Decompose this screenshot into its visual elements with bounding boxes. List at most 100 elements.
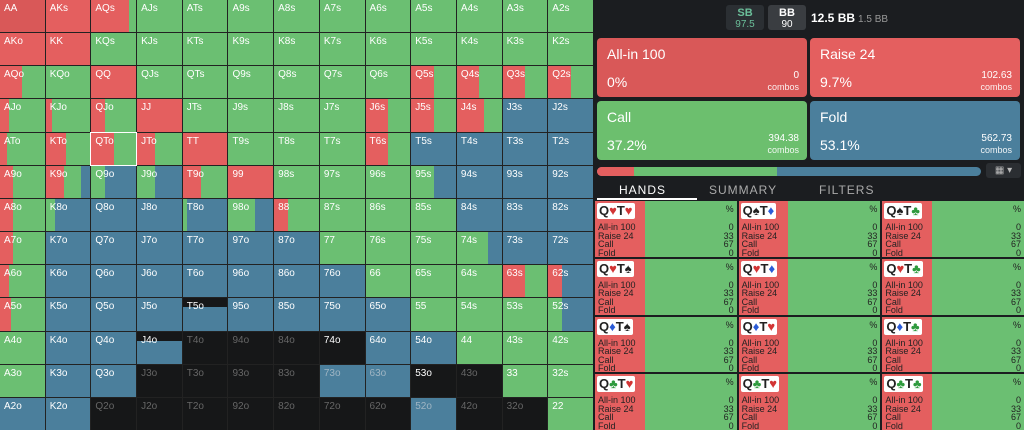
range-cell-73s[interactable]: 73s (502, 232, 548, 265)
range-cell-65o[interactable]: 65o (365, 298, 411, 331)
range-cell-92s[interactable]: 92s (548, 165, 593, 198)
range-cell-92o[interactable]: 92o (228, 397, 274, 430)
range-cell-k4o[interactable]: K4o (45, 331, 91, 364)
range-cell-j4s[interactable]: J4s (456, 99, 502, 132)
range-cell-j6s[interactable]: J6s (365, 99, 411, 132)
range-cell-a6s[interactable]: A6s (365, 0, 411, 33)
range-cell-q4s[interactable]: Q4s (456, 66, 502, 99)
range-cell-95s[interactable]: 95s (411, 165, 456, 198)
range-cell-t8s[interactable]: T8s (274, 132, 319, 165)
range-cell-93s[interactable]: 93s (502, 165, 548, 198)
hand-combo-cell[interactable]: Q♠T♦% All-in 100 0 Raise 24 33 Call 67 Fold 0 (738, 201, 881, 257)
range-cell-t4s[interactable]: T4s (456, 132, 502, 165)
hand-combo-cell[interactable]: Q♥T♦% All-in 100 0 Raise 24 33 Call 67 Fold 0 (738, 258, 881, 315)
range-cell-aqo[interactable]: AQo (0, 66, 45, 99)
range-cell-85o[interactable]: 85o (274, 298, 319, 331)
range-cell-k6s[interactable]: K6s (365, 33, 411, 66)
position-sb[interactable]: SB 97.5 (726, 5, 764, 30)
range-cell-63o[interactable]: 63o (365, 364, 411, 397)
range-cell-86s[interactable]: 86s (365, 198, 411, 232)
hand-combo-cell[interactable]: Q♣T♥% All-in 100 0 Raise 24 33 Call 67 Fold 0 (595, 374, 737, 430)
range-cell-93o[interactable]: 93o (228, 364, 274, 397)
range-cell-j8o[interactable]: J8o (137, 198, 182, 232)
range-cell-q7o[interactable]: Q7o (91, 232, 137, 265)
range-cell-k3s[interactable]: K3s (502, 33, 548, 66)
range-cell-73o[interactable]: 73o (319, 364, 365, 397)
range-cell-k7o[interactable]: K7o (45, 232, 91, 265)
position-bb[interactable]: BB 90 (768, 5, 806, 30)
range-cell-43o[interactable]: 43o (456, 364, 502, 397)
range-cell-96o[interactable]: 96o (228, 265, 274, 298)
range-cell-aa[interactable]: AA (0, 0, 45, 33)
tab-hands[interactable]: HANDS (619, 183, 667, 197)
range-cell-k2o[interactable]: K2o (45, 397, 91, 430)
range-cell-99[interactable]: 99 (228, 165, 274, 198)
hand-combo-cell[interactable]: Q♦T♣% All-in 100 0 Raise 24 33 Call 67 Fold 0 (882, 316, 1024, 373)
range-cell-j8s[interactable]: J8s (274, 99, 319, 132)
hand-combo-cell[interactable]: Q♣T♥% All-in 100 0 Raise 24 33 Call 67 Fold 0 (738, 374, 881, 430)
range-cell-82s[interactable]: 82s (548, 198, 593, 232)
range-cell-97s[interactable]: 97s (319, 165, 365, 198)
range-cell-55[interactable]: 55 (411, 298, 456, 331)
range-cell-95o[interactable]: 95o (228, 298, 274, 331)
range-cell-87s[interactable]: 87s (319, 198, 365, 232)
range-cell-32o[interactable]: 32o (502, 397, 548, 430)
range-cell-a6o[interactable]: A6o (0, 265, 45, 298)
range-cell-52s[interactable]: 52s (548, 298, 593, 331)
range-cell-85s[interactable]: 85s (411, 198, 456, 232)
range-cell-q7s[interactable]: Q7s (319, 66, 365, 99)
range-cell-98s[interactable]: 98s (274, 165, 319, 198)
range-cell-qto[interactable]: QTo (90, 131, 138, 166)
range-cell-32s[interactable]: 32s (548, 364, 593, 397)
action-allin-button[interactable]: All-in 100 0% 0 combos (597, 38, 807, 97)
range-cell-t7o[interactable]: T7o (182, 232, 228, 265)
range-cell-k5s[interactable]: K5s (411, 33, 456, 66)
range-cell-97o[interactable]: 97o (228, 232, 274, 265)
range-cell-t9s[interactable]: T9s (228, 132, 274, 165)
range-cell-j2o[interactable]: J2o (137, 397, 182, 430)
range-cell-k9s[interactable]: K9s (228, 33, 274, 66)
range-cell-jts[interactable]: JTs (182, 99, 228, 132)
range-cell-65s[interactable]: 65s (411, 265, 456, 298)
range-cell-j6o[interactable]: J6o (137, 265, 182, 298)
range-cell-a3o[interactable]: A3o (0, 364, 45, 397)
range-cell-a7s[interactable]: A7s (319, 0, 365, 33)
range-cell-jto[interactable]: JTo (137, 132, 182, 165)
hand-combo-cell[interactable]: Q♥T♥% All-in 100 0 Raise 24 33 Call 67 Fold 0 (595, 201, 737, 257)
range-cell-a2s[interactable]: A2s (548, 0, 593, 33)
range-cell-52o[interactable]: 52o (411, 397, 456, 430)
range-cell-t2o[interactable]: T2o (182, 397, 228, 430)
range-cell-j7s[interactable]: J7s (319, 99, 365, 132)
range-cell-q8s[interactable]: Q8s (274, 66, 319, 99)
range-cell-75s[interactable]: 75s (411, 232, 456, 265)
range-cell-kto[interactable]: KTo (45, 132, 91, 165)
hand-combo-cell[interactable]: Q♦T♥% All-in 100 0 Raise 24 33 Call 67 Fold 0 (738, 316, 881, 373)
range-cell-q2o[interactable]: Q2o (91, 397, 137, 430)
range-cell-ajo[interactable]: AJo (0, 99, 45, 132)
range-cell-j5s[interactable]: J5s (411, 99, 456, 132)
range-cell-a3s[interactable]: A3s (502, 0, 548, 33)
range-cell-62s[interactable]: 62s (548, 265, 593, 298)
range-cell-88[interactable]: 88 (274, 198, 319, 232)
action-call-button[interactable]: Call 37.2% 394.38 combos (597, 101, 807, 160)
range-cell-t3o[interactable]: T3o (182, 364, 228, 397)
range-cell-q3s[interactable]: Q3s (502, 66, 548, 99)
range-cell-64s[interactable]: 64s (456, 265, 502, 298)
hand-combo-cell[interactable]: Q♠T♣% All-in 100 0 Raise 24 33 Call 67 Fold 0 (882, 201, 1024, 257)
range-cell-54o[interactable]: 54o (411, 331, 456, 364)
range-cell-t5s[interactable]: T5s (411, 132, 456, 165)
range-cell-t5o[interactable]: T5o (182, 298, 228, 331)
range-cell-k4s[interactable]: K4s (456, 33, 502, 66)
range-cell-a7o[interactable]: A7o (0, 232, 45, 265)
range-cell-ato[interactable]: ATo (0, 132, 45, 165)
range-cell-53s[interactable]: 53s (502, 298, 548, 331)
range-cell-kjo[interactable]: KJo (45, 99, 91, 132)
hand-combo-cell[interactable]: Q♣T♣% All-in 100 0 Raise 24 33 Call 67 Fold 0 (882, 374, 1024, 430)
range-cell-q5s[interactable]: Q5s (411, 66, 456, 99)
range-cell-98o[interactable]: 98o (228, 198, 274, 232)
range-cell-84o[interactable]: 84o (274, 331, 319, 364)
tab-filters[interactable]: FILTERS (819, 183, 875, 197)
range-cell-k8s[interactable]: K8s (274, 33, 319, 66)
range-cell-76s[interactable]: 76s (365, 232, 411, 265)
range-cell-53o[interactable]: 53o (411, 364, 456, 397)
